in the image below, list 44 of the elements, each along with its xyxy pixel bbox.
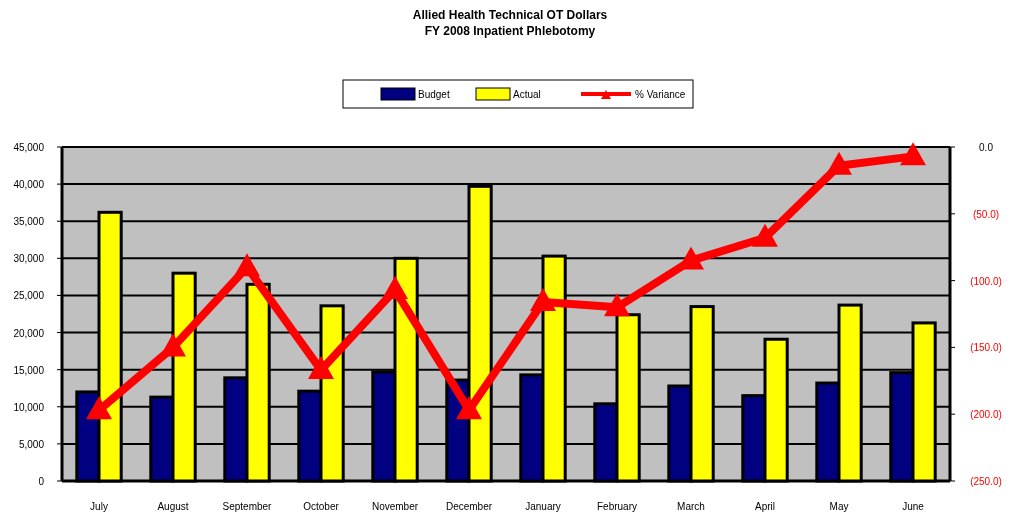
- x-tick-label: September: [222, 501, 273, 512]
- y-tick-label: 35,000: [13, 216, 45, 228]
- legend-label: Actual: [513, 89, 541, 100]
- x-tick-label: June: [902, 501, 925, 512]
- legend-label: % Variance: [635, 89, 686, 100]
- point: [530, 287, 556, 311]
- y2-tick-label: (100.0): [970, 275, 1002, 287]
- point: [160, 333, 186, 357]
- x-tick-label: November: [371, 501, 419, 512]
- point: [86, 396, 112, 420]
- y2-tick-label: (50.0): [972, 208, 1000, 220]
- y-tick-label: 40,000: [13, 179, 45, 191]
- x-tick-label: October: [303, 501, 340, 512]
- y-tick-label: 20,000: [13, 327, 45, 339]
- x-tick-label: May: [829, 501, 849, 512]
- y2-tick-label: (250.0): [970, 476, 1002, 487]
- point: [308, 356, 334, 380]
- x-tick-label: July: [90, 501, 108, 512]
- chart-subtitle: FY 2008 Inpatient Phlebotomy: [424, 24, 596, 38]
- y-tick-label: 15,000: [13, 364, 45, 376]
- x-tick-label: April: [754, 501, 776, 512]
- point: [456, 396, 482, 420]
- y-tick-label: 0: [38, 476, 45, 487]
- y2-tick-label: 0.0: [979, 142, 994, 153]
- chart-title: Allied Health Technical OT Dollars: [412, 8, 608, 22]
- y2-tick-label: (150.0): [970, 342, 1002, 354]
- y-tick-label: 30,000: [13, 253, 45, 265]
- x-tick-label: March: [677, 501, 705, 512]
- legend-label: Budget: [418, 89, 450, 100]
- point: [382, 275, 408, 299]
- x-tick-label: December: [445, 501, 493, 512]
- y-tick-label: 5,000: [18, 438, 45, 450]
- x-tick-label: February: [596, 501, 638, 512]
- point: [900, 142, 926, 166]
- point: [234, 253, 260, 277]
- x-tick-label: August: [157, 501, 189, 512]
- point: [604, 293, 630, 317]
- y-tick-label: 25,000: [13, 290, 45, 302]
- y2-tick-label: (200.0): [970, 409, 1002, 421]
- x-tick-label: January: [525, 501, 561, 512]
- y-tick-label: 45,000: [13, 142, 45, 153]
- point: [826, 151, 852, 175]
- point: [752, 223, 778, 247]
- y-tick-label: 10,000: [13, 401, 45, 413]
